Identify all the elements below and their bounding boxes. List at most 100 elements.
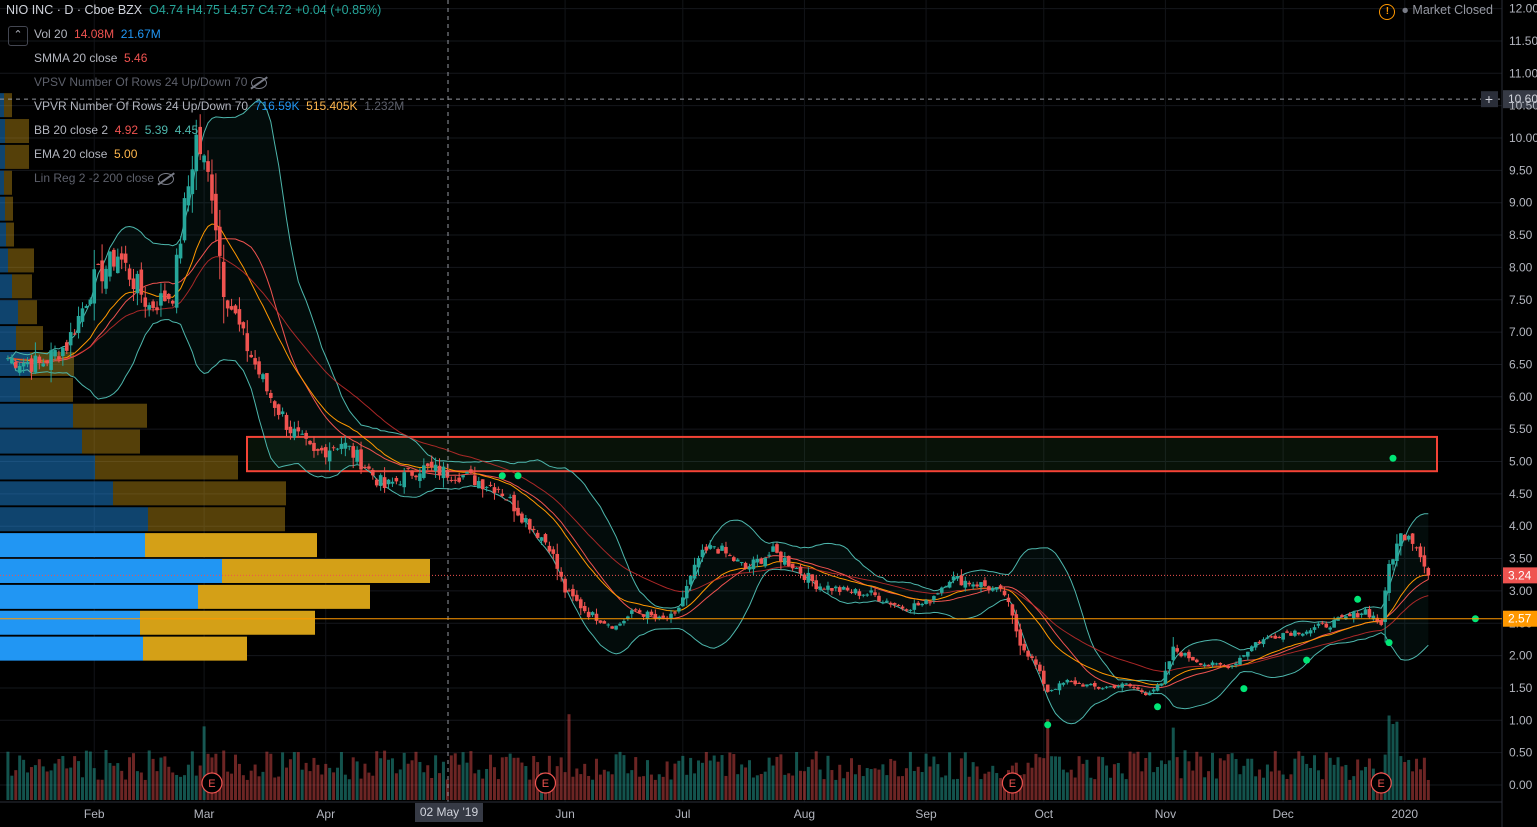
candle-body xyxy=(1151,689,1156,692)
legend-smma[interactable]: SMMA 20 close 5.46 xyxy=(8,46,404,70)
volume-bar xyxy=(504,756,508,800)
candle-body xyxy=(131,278,136,290)
candle-body xyxy=(182,198,187,241)
volume-bar xyxy=(1105,765,1109,800)
candle-body xyxy=(524,518,528,523)
volume-bar xyxy=(1132,753,1136,800)
volume-bar xyxy=(33,765,37,800)
candle-body xyxy=(1143,693,1148,696)
volume-bar xyxy=(806,766,810,800)
hidden-eye-icon[interactable] xyxy=(251,76,268,89)
volume-bar xyxy=(1316,770,1320,800)
volume-bar xyxy=(952,779,956,800)
candle-body xyxy=(484,486,489,488)
legend-vpvr[interactable]: VPVR Number Of Rows 24 Up/Down 70 716.59… xyxy=(8,94,404,118)
volume-bar xyxy=(696,760,700,800)
volume-bar xyxy=(532,755,536,800)
signal-dot xyxy=(514,472,522,480)
volume-bar xyxy=(716,761,720,800)
volume-bar xyxy=(489,754,493,800)
volume-bar xyxy=(379,758,383,800)
volume-bar xyxy=(269,753,273,800)
volume-bar xyxy=(1344,764,1348,800)
legend-bb-value1: 4.92 xyxy=(114,123,139,137)
candle-body xyxy=(1320,622,1325,624)
volume-bar xyxy=(865,768,869,800)
y-tick-label: 12.00 xyxy=(1509,2,1537,16)
candle-body xyxy=(469,469,473,473)
candle-body xyxy=(198,126,202,155)
volume-bar xyxy=(857,764,861,800)
alert-icon[interactable]: ! xyxy=(1379,4,1396,20)
volume-bar xyxy=(626,773,630,800)
volume-bar xyxy=(88,751,92,800)
signal-dot xyxy=(1240,685,1248,693)
volume-bar xyxy=(1065,772,1069,800)
candle-body xyxy=(1061,682,1066,685)
volume-bar xyxy=(846,771,850,800)
candle-body xyxy=(783,557,787,565)
volume-bar xyxy=(826,755,830,800)
volume-bar xyxy=(304,762,308,800)
volume-bar xyxy=(999,778,1003,800)
candle-body xyxy=(955,575,960,579)
volume-bar xyxy=(10,775,14,800)
candle-body xyxy=(433,464,438,472)
y-tick-label: 4.00 xyxy=(1509,519,1533,533)
candle-body xyxy=(983,580,987,587)
legend-vol[interactable]: Vol 20 14.08M 21.67M xyxy=(8,22,404,46)
legend-bb[interactable]: BB 20 close 2 4.92 5.39 4.45 xyxy=(8,118,404,142)
volume-bar xyxy=(1348,779,1352,800)
candle-body xyxy=(445,469,450,478)
candle-body xyxy=(936,593,940,595)
candle-body xyxy=(1297,632,1301,635)
legend-vpsv[interactable]: VPSV Number Of Rows 24 Up/Down 70 xyxy=(8,70,404,94)
symbol-title[interactable]: NIO INC · D · Cboe BZX xyxy=(6,3,143,17)
vp-up-bar xyxy=(0,533,145,558)
volume-bar xyxy=(940,777,944,800)
candlesticks xyxy=(6,114,1431,696)
candle-body xyxy=(786,555,791,567)
volume-bar xyxy=(1352,776,1356,800)
candle-body xyxy=(1006,597,1011,603)
candle-body xyxy=(269,392,273,398)
y-tick-label: 10.00 xyxy=(1509,131,1537,145)
volume-bar xyxy=(944,775,948,800)
volume-bar xyxy=(1407,759,1411,800)
legend-vpvr-value3: 1.232M xyxy=(364,99,405,113)
candle-body xyxy=(688,575,693,585)
candle-body xyxy=(135,273,140,294)
legend-ema[interactable]: EMA 20 close 5.00 xyxy=(8,142,404,166)
y-tick-label: 9.50 xyxy=(1509,163,1533,177)
volume-bar xyxy=(1364,766,1368,800)
legend-linreg[interactable]: Lin Reg 2 -2 200 close xyxy=(8,166,404,190)
hidden-eye-icon[interactable] xyxy=(158,172,175,185)
candle-body xyxy=(1128,684,1132,687)
vp-down-bar xyxy=(82,429,140,454)
volume-bar xyxy=(810,759,814,800)
x-tick-label: Nov xyxy=(1155,807,1176,821)
candle-body xyxy=(1249,646,1254,652)
candle-body xyxy=(1261,639,1266,645)
volume-bar xyxy=(1426,779,1430,800)
volume-bar xyxy=(700,762,704,800)
volume-bar xyxy=(1210,752,1214,800)
crosshair-date-label: 02 May '19 xyxy=(415,803,483,822)
volume-bar xyxy=(73,756,77,800)
candle-body xyxy=(1104,686,1109,688)
candle-body xyxy=(1426,568,1431,576)
candle-body xyxy=(37,356,42,363)
x-tick-label: Mar xyxy=(194,807,215,821)
candle-body xyxy=(932,596,936,601)
collapse-legend-button[interactable]: ⌃ xyxy=(8,26,28,46)
volume-bar xyxy=(116,763,120,800)
candle-body xyxy=(563,578,567,593)
candle-body xyxy=(649,611,654,616)
volume-bar xyxy=(1328,757,1332,800)
volume-bar xyxy=(312,757,316,800)
candle-body xyxy=(606,624,611,626)
candle-body xyxy=(873,592,877,596)
price-marker-box xyxy=(1503,567,1537,584)
vp-up-bar xyxy=(0,170,4,195)
